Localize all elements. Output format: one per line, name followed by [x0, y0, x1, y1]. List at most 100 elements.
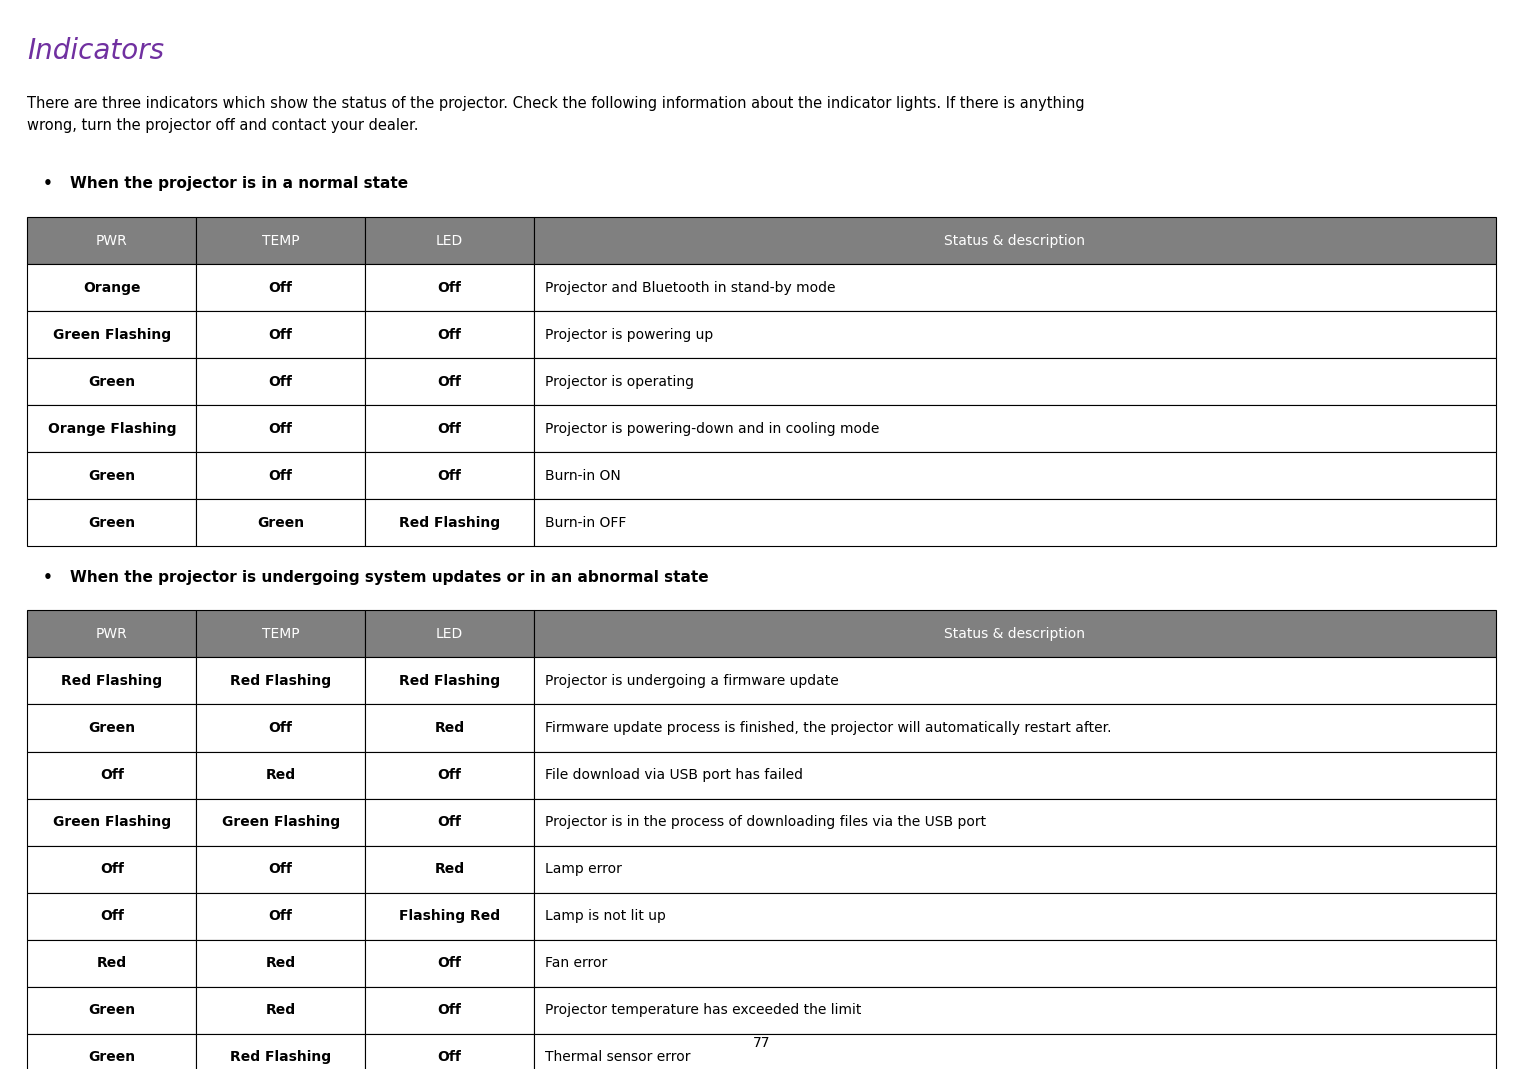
- Bar: [535, 657, 1496, 704]
- Bar: [366, 893, 535, 940]
- Text: When the projector is undergoing system updates or in an abnormal state: When the projector is undergoing system …: [70, 570, 708, 585]
- Bar: [196, 358, 366, 405]
- Text: Off: Off: [268, 862, 292, 877]
- Text: Projector is operating: Projector is operating: [545, 374, 693, 389]
- Bar: [535, 499, 1496, 546]
- Text: Orange: Orange: [84, 280, 140, 295]
- Text: Projector is powering-down and in cooling mode: Projector is powering-down and in coolin…: [545, 421, 879, 436]
- Text: Lamp error: Lamp error: [545, 862, 621, 877]
- Text: Projector is powering up: Projector is powering up: [545, 327, 713, 342]
- Text: Green Flashing: Green Flashing: [53, 327, 171, 342]
- Bar: [366, 987, 535, 1034]
- Text: Off: Off: [101, 862, 123, 877]
- Bar: [196, 499, 366, 546]
- Text: Off: Off: [268, 421, 292, 436]
- Bar: [366, 704, 535, 752]
- Text: Off: Off: [437, 280, 461, 295]
- Text: Projector temperature has exceeded the limit: Projector temperature has exceeded the l…: [545, 1003, 860, 1018]
- Text: Green: Green: [88, 468, 136, 483]
- Text: Green: Green: [88, 1050, 136, 1065]
- Bar: [27, 452, 196, 499]
- Bar: [27, 405, 196, 452]
- Text: Off: Off: [437, 327, 461, 342]
- Bar: [535, 405, 1496, 452]
- Text: Firmware update process is finished, the projector will automatically restart af: Firmware update process is finished, the…: [545, 721, 1112, 735]
- Text: Red: Red: [265, 1003, 295, 1018]
- Text: Off: Off: [101, 909, 123, 924]
- Text: Flashing Red: Flashing Red: [399, 909, 500, 924]
- Text: Status & description: Status & description: [944, 626, 1086, 641]
- Text: Off: Off: [268, 374, 292, 389]
- Bar: [27, 499, 196, 546]
- Bar: [196, 264, 366, 311]
- Text: Projector is in the process of downloading files via the USB port: Projector is in the process of downloadi…: [545, 815, 985, 830]
- Bar: [366, 940, 535, 987]
- Bar: [366, 752, 535, 799]
- Text: Red Flashing: Red Flashing: [61, 673, 163, 688]
- Bar: [196, 799, 366, 846]
- Text: Green Flashing: Green Flashing: [222, 815, 340, 830]
- Text: Off: Off: [268, 468, 292, 483]
- Text: Off: Off: [437, 421, 461, 436]
- Bar: [27, 657, 196, 704]
- Text: Red Flashing: Red Flashing: [399, 673, 500, 688]
- Text: Off: Off: [437, 956, 461, 971]
- Text: Indicators: Indicators: [27, 37, 164, 65]
- Text: Off: Off: [268, 721, 292, 735]
- Bar: [196, 1034, 366, 1069]
- Bar: [196, 610, 366, 657]
- Text: Off: Off: [437, 1050, 461, 1065]
- Bar: [366, 657, 535, 704]
- Bar: [196, 452, 366, 499]
- Text: File download via USB port has failed: File download via USB port has failed: [545, 768, 803, 783]
- Text: Lamp is not lit up: Lamp is not lit up: [545, 909, 666, 924]
- Text: Red Flashing: Red Flashing: [230, 673, 330, 688]
- Text: Projector and Bluetooth in stand-by mode: Projector and Bluetooth in stand-by mode: [545, 280, 835, 295]
- Bar: [535, 940, 1496, 987]
- Bar: [366, 264, 535, 311]
- Bar: [366, 799, 535, 846]
- Text: Fan error: Fan error: [545, 956, 606, 971]
- Text: Thermal sensor error: Thermal sensor error: [545, 1050, 690, 1065]
- Bar: [535, 846, 1496, 893]
- Text: TEMP: TEMP: [262, 233, 300, 248]
- Text: Green: Green: [88, 721, 136, 735]
- Text: Red Flashing: Red Flashing: [399, 515, 500, 530]
- Bar: [366, 610, 535, 657]
- Text: PWR: PWR: [96, 626, 128, 641]
- Text: Red: Red: [434, 862, 465, 877]
- Bar: [535, 311, 1496, 358]
- Text: •: •: [43, 570, 52, 585]
- Bar: [535, 987, 1496, 1034]
- Text: Burn-in ON: Burn-in ON: [545, 468, 620, 483]
- Text: Green Flashing: Green Flashing: [53, 815, 171, 830]
- Bar: [27, 799, 196, 846]
- Bar: [27, 264, 196, 311]
- Bar: [366, 311, 535, 358]
- Text: Status & description: Status & description: [944, 233, 1086, 248]
- Bar: [27, 846, 196, 893]
- Text: PWR: PWR: [96, 233, 128, 248]
- Text: Off: Off: [268, 280, 292, 295]
- Bar: [535, 1034, 1496, 1069]
- Bar: [535, 217, 1496, 264]
- Bar: [535, 358, 1496, 405]
- Text: When the projector is in a normal state: When the projector is in a normal state: [70, 176, 408, 191]
- Text: Off: Off: [437, 815, 461, 830]
- Bar: [196, 217, 366, 264]
- Bar: [27, 1034, 196, 1069]
- Bar: [535, 799, 1496, 846]
- Bar: [196, 940, 366, 987]
- Text: Off: Off: [268, 327, 292, 342]
- Bar: [196, 657, 366, 704]
- Text: Green: Green: [88, 515, 136, 530]
- Bar: [196, 311, 366, 358]
- Bar: [535, 893, 1496, 940]
- Text: Off: Off: [437, 468, 461, 483]
- Text: Projector is undergoing a firmware update: Projector is undergoing a firmware updat…: [545, 673, 838, 688]
- Text: Red: Red: [265, 956, 295, 971]
- Text: 77: 77: [752, 1036, 771, 1050]
- Text: Red: Red: [97, 956, 126, 971]
- Text: Red: Red: [265, 768, 295, 783]
- Text: •: •: [43, 176, 52, 191]
